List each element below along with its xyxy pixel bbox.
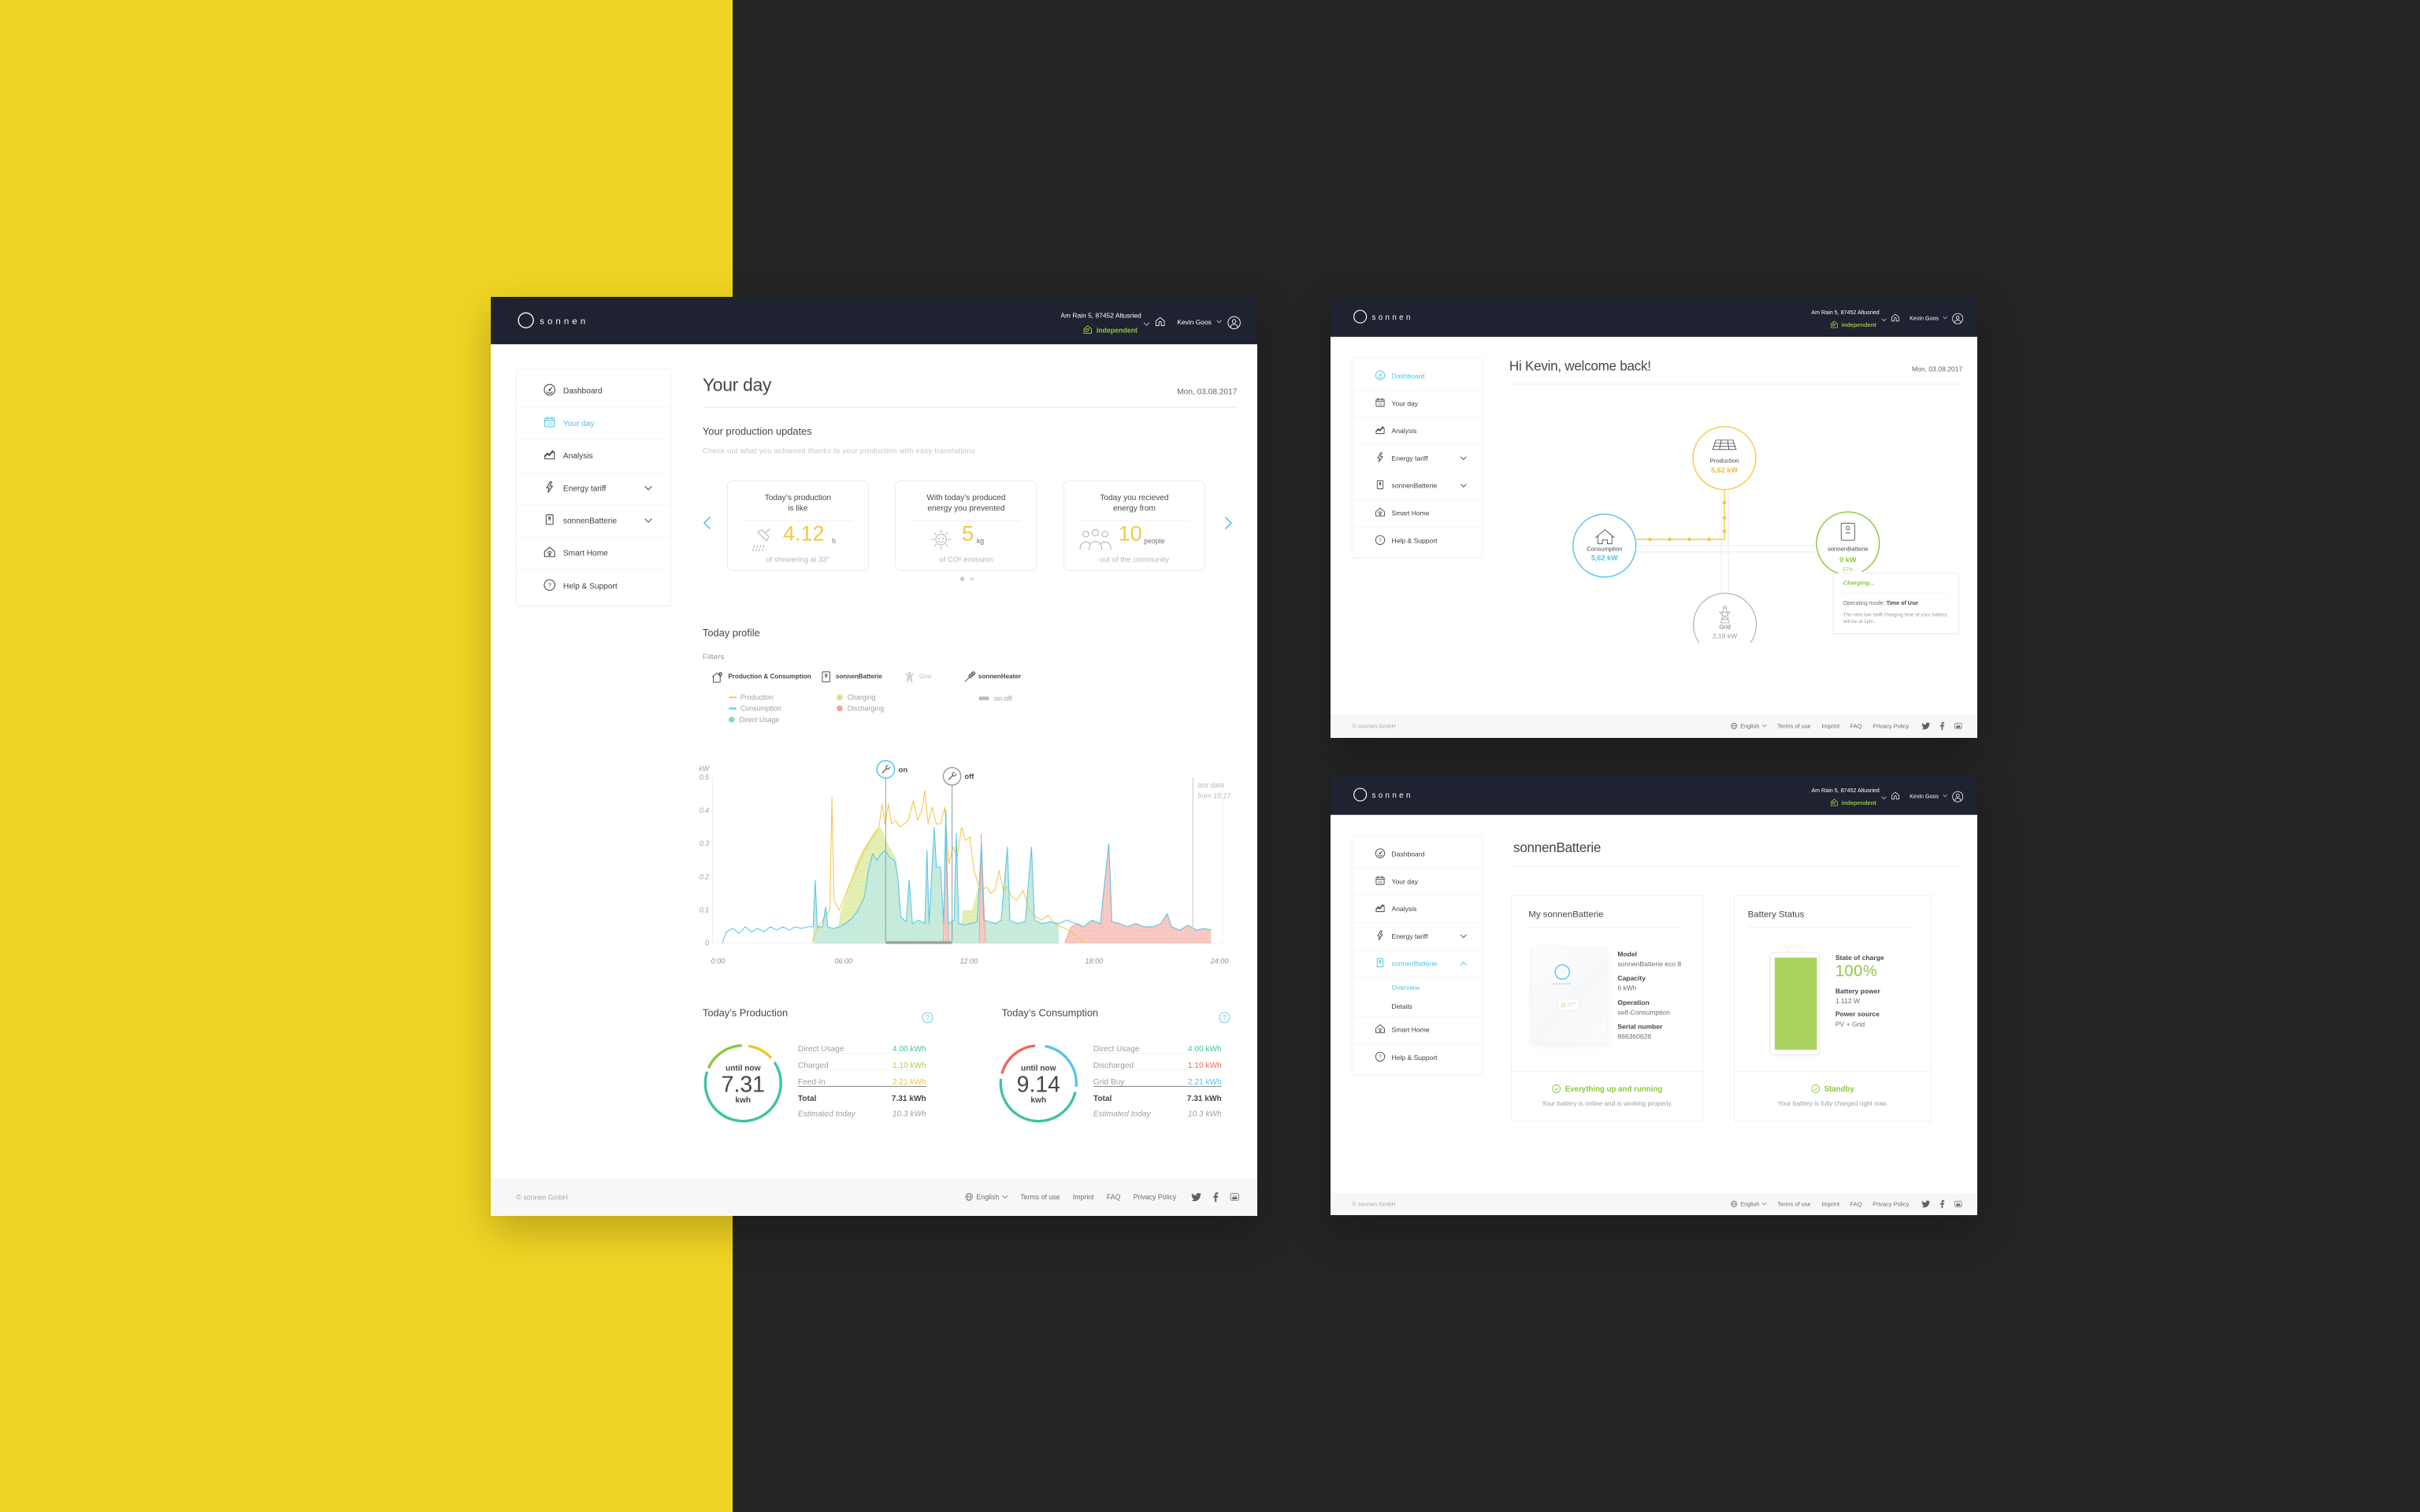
svg-text:kW: kW (699, 765, 709, 773)
svg-text:0:00: 0:00 (711, 958, 726, 965)
svg-text:sonnenBatterie: sonnenBatterie (1828, 546, 1869, 553)
svg-text:0.4: 0.4 (700, 806, 709, 814)
svg-text:0: 0 (705, 939, 709, 947)
svg-text:?: ? (1379, 1054, 1382, 1060)
svg-text:12:00: 12:00 (959, 958, 978, 965)
svg-text:0 kW: 0 kW (1839, 556, 1857, 564)
svg-text:0.2: 0.2 (700, 873, 709, 880)
svg-text:last data: last data (1197, 781, 1223, 789)
svg-text:29: 29 (1378, 402, 1383, 407)
svg-text:29: 29 (1378, 880, 1383, 885)
svg-text:0.5: 0.5 (700, 773, 709, 781)
svg-text:You: You (1956, 724, 1960, 726)
svg-text:from 15:17: from 15:17 (1197, 792, 1231, 800)
svg-text:0.3: 0.3 (700, 839, 709, 847)
svg-text:?: ? (926, 1014, 930, 1021)
svg-text:You: You (1956, 1202, 1960, 1204)
svg-text:5,62 kW: 5,62 kW (1591, 554, 1618, 562)
svg-text:06:00: 06:00 (834, 958, 852, 965)
svg-text:?: ? (1379, 538, 1382, 543)
svg-text:Production: Production (1710, 457, 1739, 464)
svg-text:18:00: 18:00 (1085, 958, 1103, 965)
svg-text:57%: 57% (1843, 567, 1854, 573)
svg-text:2,18 kW: 2,18 kW (1713, 632, 1738, 639)
svg-text:Grid: Grid (1719, 623, 1731, 630)
svg-text:5,62 kW: 5,62 kW (1711, 466, 1738, 474)
svg-text:0.1: 0.1 (700, 906, 709, 914)
svg-text:?: ? (548, 581, 551, 588)
svg-text:You: You (1233, 1194, 1238, 1197)
svg-text:24:00: 24:00 (1210, 958, 1229, 965)
svg-text:?: ? (1223, 1014, 1227, 1021)
svg-text:Consumption: Consumption (1587, 546, 1622, 553)
svg-text:on: on (899, 765, 908, 774)
svg-text:29: 29 (547, 422, 551, 427)
svg-text:off: off (964, 773, 974, 781)
